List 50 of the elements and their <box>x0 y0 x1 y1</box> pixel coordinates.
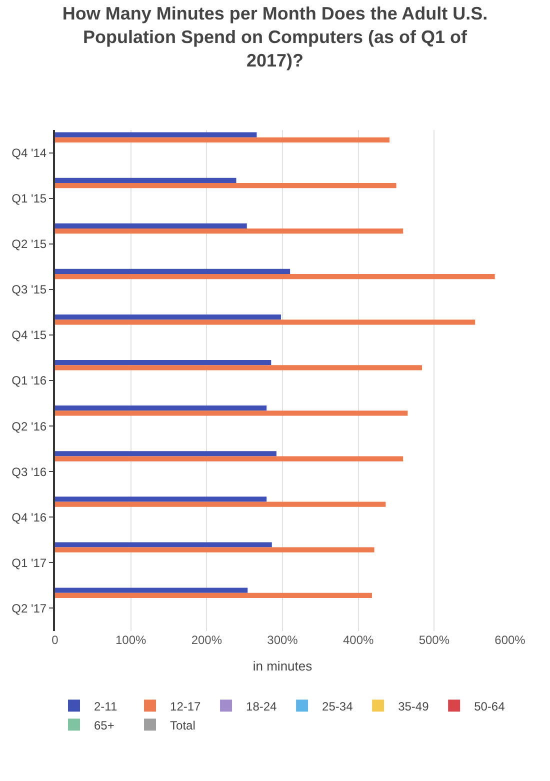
bar <box>55 314 281 320</box>
y-tick-label: Q2 '15 <box>12 237 47 252</box>
chart-title: How Many Minutes per Month Does the Adult U.S. Population Spend on Computers (as of Q1 of 2017)? <box>62 4 488 70</box>
legend-label: Total <box>170 718 196 732</box>
bar <box>55 592 372 598</box>
bar <box>55 178 236 183</box>
legend-label: 2-11 <box>94 699 118 714</box>
x-tick-label: 300% <box>267 633 298 647</box>
x-tick-label: 600% <box>494 633 526 647</box>
y-tick-label: Q3 '16 <box>12 464 47 479</box>
legend-label: 12-17 <box>170 699 202 714</box>
bar <box>55 320 476 325</box>
y-tick-label: Q2 '16 <box>12 419 47 434</box>
y-tick-label: Q2 '17 <box>12 601 47 616</box>
bar <box>55 547 374 552</box>
legend-label: 25-34 <box>322 699 354 714</box>
x-tick-label: 0 <box>52 633 59 647</box>
bar <box>55 502 386 507</box>
bar <box>55 365 422 370</box>
x-tick-label: 100% <box>115 633 146 647</box>
y-tick-label: Q4 '15 <box>12 328 47 342</box>
x-tick-label: 400% <box>342 633 374 647</box>
bar <box>55 132 257 138</box>
bar <box>55 588 248 593</box>
legend-label: 50-64 <box>474 699 506 714</box>
bar <box>55 406 267 411</box>
y-tick-label: Q3 '15 <box>12 282 47 297</box>
bar <box>55 360 272 366</box>
legend-label: 65+ <box>94 718 114 732</box>
y-tick-label: Q1 '17 <box>12 556 47 570</box>
x-axis-title: in minutes <box>252 658 313 674</box>
bar <box>55 228 404 234</box>
bar <box>55 410 408 416</box>
bar <box>55 274 495 280</box>
bar <box>55 451 276 456</box>
y-tick-label: Q1 '16 <box>12 374 47 388</box>
y-tick-label: Q4 '16 <box>12 510 47 524</box>
legend-label: 18-24 <box>246 699 278 714</box>
bar <box>55 182 396 188</box>
y-tick-label: Q1 '15 <box>12 192 47 206</box>
legend-label: 35-49 <box>398 699 430 714</box>
bar <box>55 223 247 228</box>
bar <box>55 137 390 143</box>
x-tick-label: 500% <box>418 633 450 647</box>
x-tick-label: 200% <box>191 633 222 647</box>
bar <box>55 268 290 274</box>
y-tick-label: Q4 '14 <box>12 146 47 160</box>
bar <box>55 456 404 462</box>
bar <box>55 542 272 548</box>
bar <box>55 496 267 502</box>
